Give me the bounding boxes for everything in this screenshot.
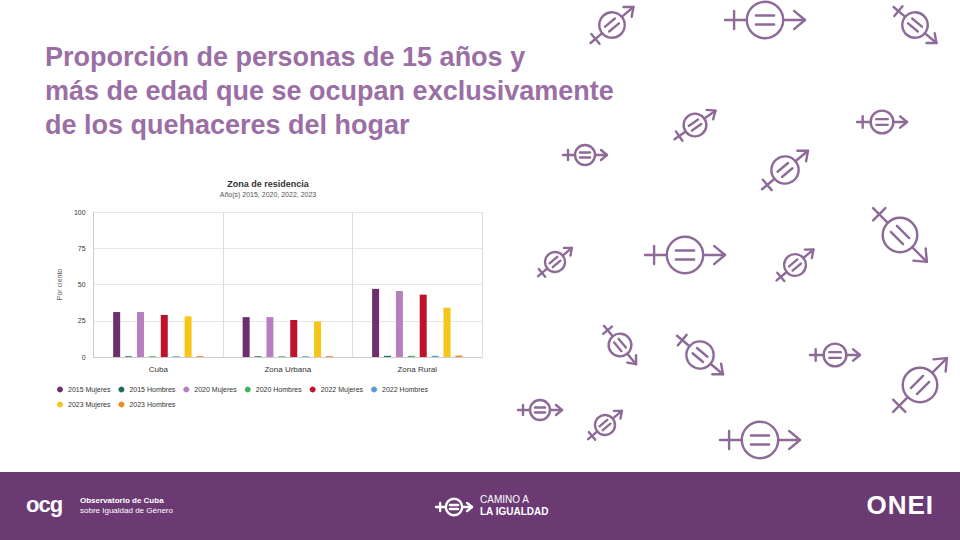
svg-text:Año(s) 2015, 2020, 2022, 2023: Año(s) 2015, 2020, 2022, 2023 [220,191,317,199]
svg-text:25: 25 [78,317,86,324]
html-text:Proporción de personas de 15 a: Proporción de personas de 15 años y [45,42,526,72]
svg-text:2015 Mujeres: 2015 Mujeres [68,386,111,394]
svg-text:0: 0 [82,354,86,361]
svg-text:2020 Hombres: 2020 Hombres [256,386,302,393]
svg-text:2023 Hombres: 2023 Hombres [129,401,175,408]
svg-text:Cuba: Cuba [149,365,169,374]
html-text:Observatorio de Cuba: Observatorio de Cuba [80,496,164,505]
svg-text:2020 Mujeres: 2020 Mujeres [194,386,237,394]
svg-text:Zona Rural: Zona Rural [397,365,437,374]
svg-text:100: 100 [74,209,86,216]
svg-text:50: 50 [78,281,86,288]
svg-text:2023 Mujeres: 2023 Mujeres [68,401,111,409]
html-text:ONEI: ONEI [866,490,934,520]
svg-text:2015 Hombres: 2015 Hombres [129,386,175,393]
svg-text:Por ciento: Por ciento [56,269,63,301]
svg-text:Zona Urbana: Zona Urbana [264,365,311,374]
html-text:LA IGUALDAD: LA IGUALDAD [480,506,549,517]
svg-text:75: 75 [78,245,86,252]
html-text:más de edad que se ocupan excl: más de edad que se ocupan exclusivamente [45,76,614,106]
html-text:CAMINO A: CAMINO A [480,494,529,505]
svg-text:2022 Hombres: 2022 Hombres [382,386,428,393]
html-text:ocg: ocg [26,492,63,517]
html-text:de los quehaceres del hogar: de los quehaceres del hogar [45,110,410,140]
svg-text:Zona de residencia: Zona de residencia [227,179,310,189]
svg-text:2022 Mujeres: 2022 Mujeres [321,386,364,394]
html-text:sobre Igualdad de Género: sobre Igualdad de Género [80,506,173,515]
